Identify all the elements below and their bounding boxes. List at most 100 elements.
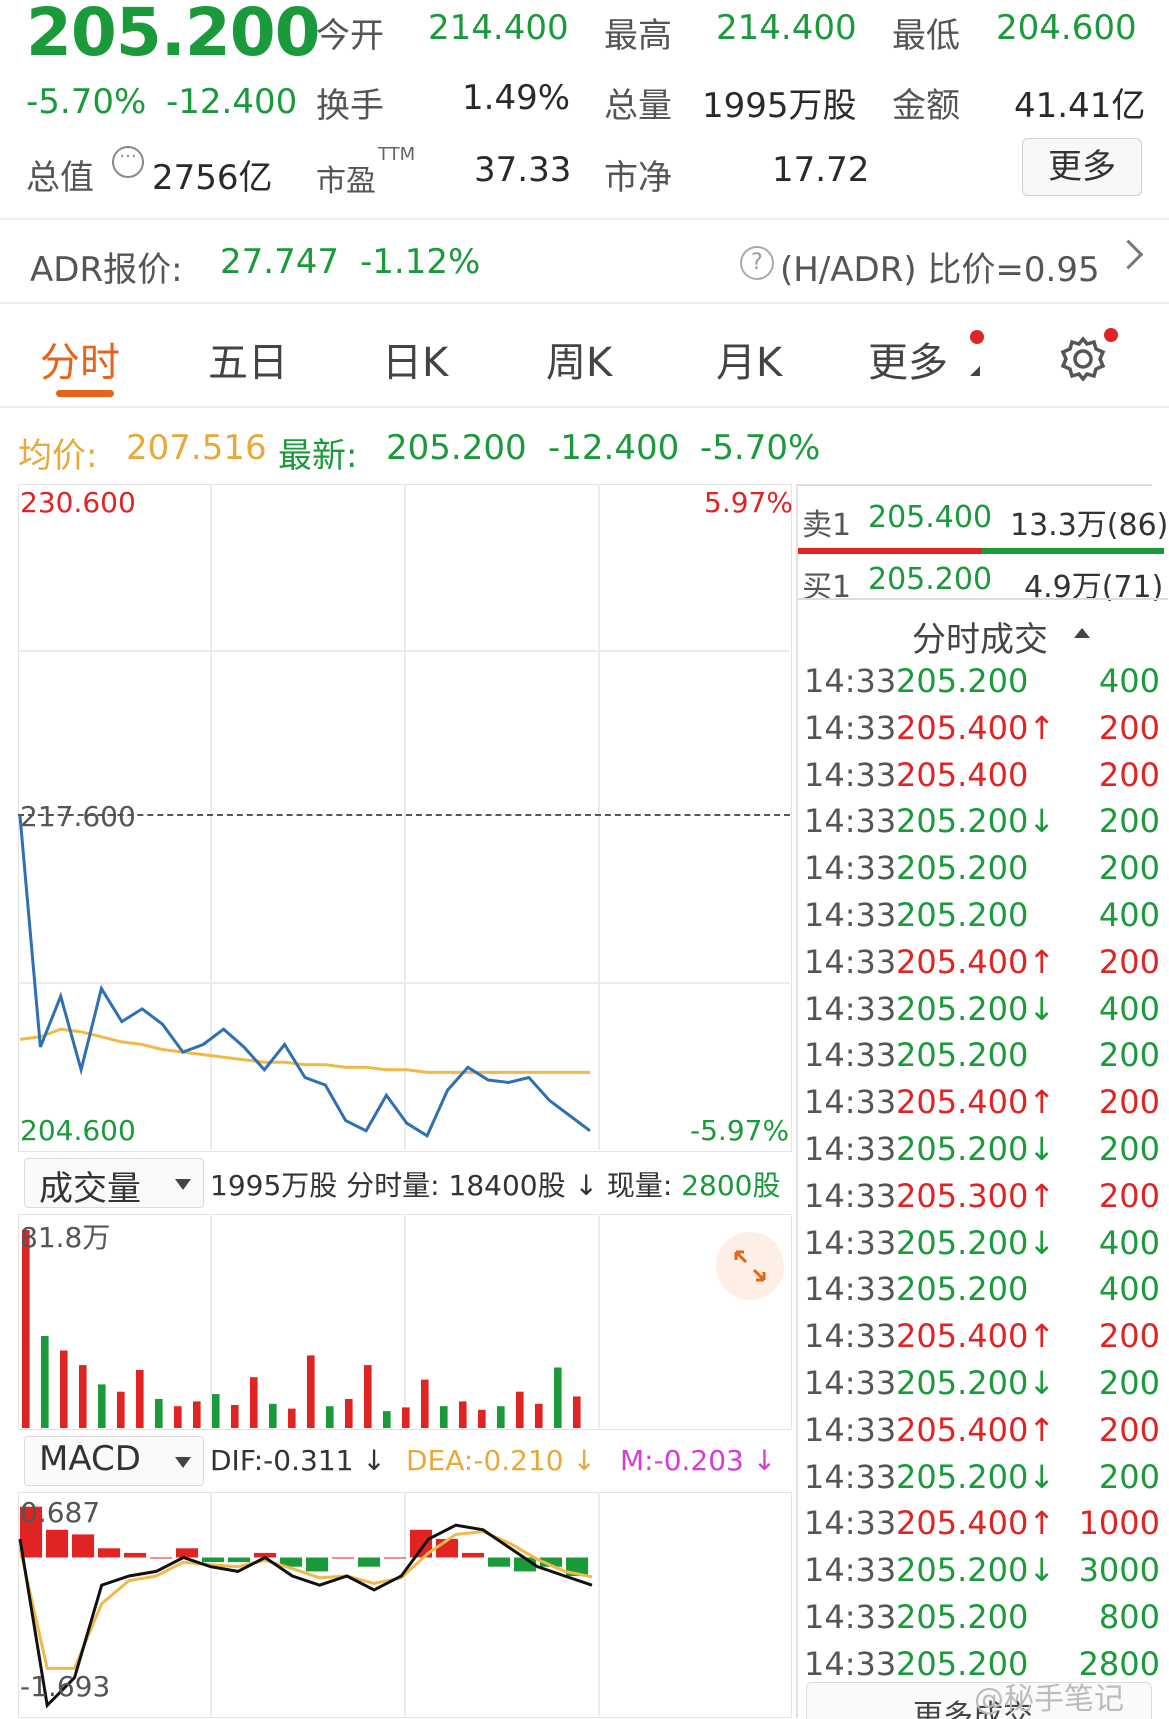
ticks-title[interactable]: 分时成交 [912,620,1048,660]
volume-bar [269,1403,277,1428]
trade-price: 205.200↓ [896,802,1056,841]
question-icon[interactable]: ? [740,246,774,280]
volume-bar [250,1377,258,1428]
trade-price: 205.200 [896,662,1029,700]
volume-bar [41,1336,49,1428]
trade-row: 14:33 205.200↓ 200 [804,1458,1160,1504]
volume-bar [22,1230,30,1428]
volume-bar [60,1350,68,1428]
trade-row: 14:33 205.200↓ 400 [804,990,1160,1036]
trade-time: 14:33 [804,849,897,888]
expand-chart-button[interactable] [716,1232,784,1300]
trade-price: 205.200↓ [896,989,1056,1028]
pb-value: 17.72 [772,150,870,190]
volume-bar [573,1396,581,1428]
trade-price: 205.200 [896,849,1029,888]
adr-ratio[interactable]: (H/ADR) 比价=0.95 [780,250,1100,290]
macd-select-label: MACD [39,1439,141,1479]
avg-price-label: 均价: [18,436,98,476]
trade-row: 14:33 205.400↑ 200 [804,709,1160,755]
macd-indicator-select[interactable]: MACD [24,1436,204,1486]
macd-bottom-label: -1.693 [20,1670,111,1703]
trade-time: 14:33 [804,1083,897,1122]
volume-bar [364,1365,372,1428]
macd-hist-bar [20,1506,43,1558]
volume-max-label: 81.8万 [20,1221,111,1254]
high-label: 最高 [604,16,672,56]
trade-row: 14:33 205.400↑ 200 [804,1411,1160,1457]
tab-monthly-k[interactable]: 月K [716,340,783,386]
settings-gear-icon[interactable] [1058,334,1108,384]
trade-volume: 800 [1098,1598,1160,1636]
tab-five-day[interactable]: 五日 [208,340,288,386]
info-dots-icon[interactable]: ··· [112,146,144,178]
volume-bar [136,1369,144,1428]
grid-line [598,484,600,1150]
trade-price: 205.400↑ [896,942,1056,981]
grid-line [210,1492,212,1716]
trade-time: 14:33 [804,708,897,747]
grid-line [404,484,406,1150]
trade-row: 14:33 205.200↓ 200 [804,1364,1160,1410]
change-amount: -12.400 [166,82,298,122]
adr-label: ADR报价: [30,250,183,290]
trade-volume: 400 [1098,989,1160,1028]
sell-ratio-bar [796,548,982,554]
buy-ratio-bar [982,548,1164,554]
expand-arrows-icon [734,1250,766,1282]
volume-bar [497,1406,505,1428]
volume-indicator-select[interactable]: 成交量 [24,1158,204,1209]
active-tab-indicator [56,390,114,397]
pe-value: 37.33 [474,150,572,190]
more-trades-button[interactable]: 更多成交 [806,1682,1152,1719]
axis-top-price: 230.600 [20,486,136,519]
trade-price: 205.400↑ [896,1410,1056,1449]
trade-price: 205.200↓ [896,1457,1056,1496]
volume-bar [402,1407,410,1428]
volume-bar [212,1394,220,1428]
divider [796,598,1168,600]
current-price: 205.200 [26,0,321,71]
macd-hist-bar [384,1557,407,1559]
trade-volume: 200 [1098,1083,1160,1122]
trade-time: 14:33 [804,802,897,841]
axis-top-pct: 5.97% [704,486,793,519]
macd-hist-bar [332,1557,355,1559]
macd-dea: DEA:-0.210 ↓ [406,1444,596,1477]
volume-value: 1995万股 [702,86,857,126]
trade-price: 205.200↓ [896,1223,1056,1262]
trade-row: 14:33 205.400↑ 200 [804,1317,1160,1363]
more-quote-button[interactable]: 更多 [1022,138,1142,196]
latest-value: 205.200 [386,428,527,468]
trade-volume: 2800 [1078,1644,1160,1683]
macd-hist-bar [280,1557,303,1567]
trade-time: 14:33 [804,1410,897,1449]
volume-bar [117,1391,125,1428]
turnover-value: 1.49% [462,78,571,118]
trade-row: 14:33 205.200↓ 3000 [804,1551,1160,1597]
open-value: 214.400 [428,8,569,48]
sort-up-icon[interactable] [1074,628,1090,638]
trade-volume: 200 [1098,1457,1160,1496]
volume-bar [421,1379,429,1428]
trade-volume: 200 [1098,755,1160,794]
trade-price: 205.200 [896,1036,1029,1075]
high-value: 214.400 [716,8,857,48]
volume-summary: 1995万股 分时量: 18400股 ↓ 现量: 2800股 [210,1169,781,1202]
latest-label: 最新: [278,436,358,476]
tab-more[interactable]: 更多 [868,340,948,386]
trade-time: 14:33 [804,1036,897,1075]
trade-row: 14:33 205.200 400 [804,896,1160,942]
trade-volume: 400 [1098,662,1160,700]
macd-hist-bar [358,1557,381,1567]
trade-price: 205.200↓ [896,1130,1056,1168]
adr-change: -1.12% [360,242,481,282]
notification-dot [970,330,984,344]
tab-daily-k[interactable]: 日K [382,340,449,386]
trade-time: 14:33 [804,755,897,794]
trade-time: 14:33 [804,1270,897,1309]
trade-volume: 400 [1098,1223,1160,1262]
tab-intraday[interactable]: 分时 [40,340,120,386]
tab-weekly-k[interactable]: 周K [546,340,613,386]
